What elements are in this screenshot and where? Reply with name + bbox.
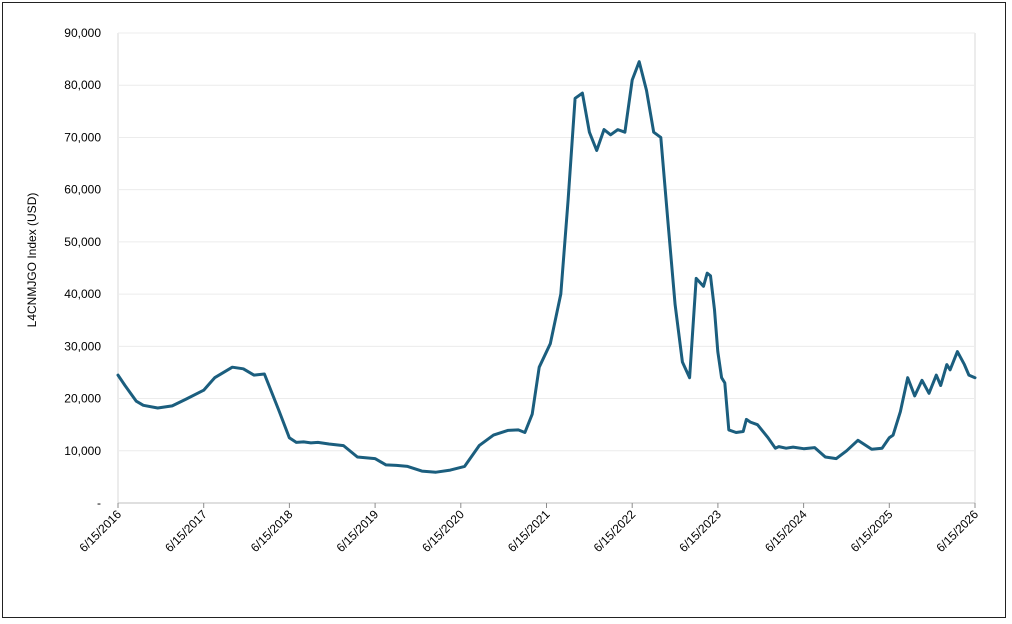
y-tick-label: 40,000 xyxy=(64,287,101,301)
y-tick-label: 20,000 xyxy=(64,392,101,406)
y-tick-label: 10,000 xyxy=(64,444,101,458)
series-line xyxy=(116,60,977,474)
y-tick-label: 80,000 xyxy=(64,78,101,92)
x-tick-label: 6/15/2019 xyxy=(334,507,382,555)
y-axis-ticks: - 10,000 20,000 30,000 40,000 50,000 60,000 70,… xyxy=(64,26,101,510)
x-tick-label: 6/15/2024 xyxy=(762,507,810,555)
chart-frame xyxy=(2,2,1006,618)
x-tick-label: 6/15/2023 xyxy=(676,507,724,555)
x-tick-label: 6/15/2016 xyxy=(76,507,124,555)
x-tick-label: 6/15/2020 xyxy=(419,507,467,555)
y-axis-label: L4CNMJGO Index (USD) xyxy=(25,193,39,328)
x-tick-label: 6/15/2026 xyxy=(933,507,981,555)
x-tick-label: 6/15/2018 xyxy=(248,507,296,555)
x-tick-label: 6/15/2025 xyxy=(848,507,896,555)
x-tick-label: 6/15/2017 xyxy=(162,507,210,555)
gridlines xyxy=(117,32,976,504)
y-tick-label: 30,000 xyxy=(64,339,101,353)
y-tick-label: 70,000 xyxy=(64,130,101,144)
y-tick-label: 50,000 xyxy=(64,235,101,249)
y-tick-label: - xyxy=(97,496,101,510)
x-tick-label: 6/15/2021 xyxy=(505,507,553,555)
x-axis-ticks: 6/15/2016 6/15/2017 6/15/2018 6/15/2019 6/15… xyxy=(76,503,981,555)
y-tick-label: 60,000 xyxy=(64,183,101,197)
y-tick-label: 90,000 xyxy=(64,26,101,40)
x-tick-label: 6/15/2022 xyxy=(591,507,639,555)
